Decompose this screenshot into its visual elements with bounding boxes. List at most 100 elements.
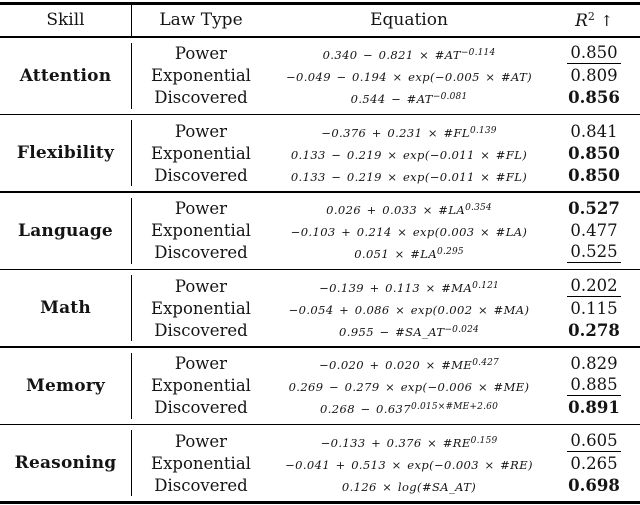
r2-cell: 0.202 (548, 276, 640, 297)
table-row: Exponential 0.133 − 0.219 × exp(−0.011 ×… (132, 142, 640, 164)
r2-cell: 0.527 (548, 199, 640, 218)
r2-value: 0.891 (568, 398, 620, 417)
header-row: Skill Law Type Equation R2 ↑ (0, 4, 640, 36)
table-row: Exponential −0.054 + 0.086 × exp(0.002 ×… (132, 297, 640, 319)
r2-value: 0.202 (567, 276, 621, 297)
equation-cell: 0.340 − 0.821 × #AT−0.114 (322, 48, 496, 62)
equation-cell: 0.133 − 0.219 × exp(−0.011 × #FL) (290, 147, 528, 162)
group-rows: Power −0.020 + 0.020 × #ME0.427 0.829 Ex… (131, 352, 640, 419)
law-type-cell: Exponential (151, 453, 251, 473)
group-flexibility: Flexibility Power −0.376 + 0.231 × #FL0.… (0, 115, 640, 191)
r2-value: 0.841 (570, 121, 618, 141)
table-row: Discovered 0.051 × #LA0.295 0.525 (132, 242, 640, 264)
equation-cell: −0.133 + 0.376 × #RE0.159 (320, 435, 498, 450)
group-rows: Power −0.139 + 0.113 × #MA0.121 0.202 Ex… (131, 275, 640, 341)
law-type-cell: Discovered (154, 165, 248, 185)
equation-cell: 0.268 − 0.6370.015×#ME+2.60 (319, 402, 498, 416)
law-type-cell: Exponential (151, 298, 251, 318)
table-row: Power 0.340 − 0.821 × #AT−0.114 0.850 (132, 43, 640, 65)
r2-value: 0.265 (570, 453, 618, 473)
group-attention: Attention Power 0.340 − 0.821 × #AT−0.11… (0, 38, 640, 114)
equation-cell: −0.376 + 0.231 × #FL0.139 (321, 125, 497, 140)
group-reasoning: Reasoning Power −0.133 + 0.376 × #RE0.15… (0, 425, 640, 501)
r2-cell: 0.605 (548, 431, 640, 452)
r2-cell: 0.856 (548, 88, 640, 107)
table-row: Discovered 0.268 − 0.6370.015×#ME+2.60 0… (132, 397, 640, 419)
r2-value: 0.850 (567, 43, 621, 64)
equation-cell: 0.126 × log(#SA_AT) (341, 479, 477, 494)
law-type-cell: Power (174, 354, 228, 373)
equation-cell: −0.103 + 0.214 × exp(0.003 × #LA) (290, 225, 528, 239)
header-right-section: Law Type Equation R2 ↑ (131, 4, 640, 36)
law-type-cell: Exponential (151, 376, 251, 395)
group-language: Language Power 0.026 + 0.033 × #LA0.354 … (0, 193, 640, 269)
group-rows: Power 0.026 + 0.033 × #LA0.354 0.527 Exp… (131, 197, 640, 264)
col-header-law-type: Law Type (159, 10, 243, 30)
r2-cell: 0.829 (548, 354, 640, 373)
table-row: Discovered 0.955 − #SA_AT−0.024 0.278 (132, 319, 640, 341)
skill-label: Flexibility (16, 143, 115, 163)
r2-cell: 0.525 (548, 242, 640, 263)
law-type-cell: Discovered (154, 475, 248, 495)
group-rule (0, 346, 640, 348)
r2-cell: 0.115 (548, 299, 640, 318)
r2-value: 0.885 (567, 375, 621, 396)
skill-label: Math (40, 298, 91, 318)
equation-cell: 0.955 − #SA_AT−0.024 (339, 324, 479, 339)
r2-cell: 0.265 (548, 454, 640, 473)
table-row: Power −0.376 + 0.231 × #FL0.139 0.841 (132, 120, 640, 142)
table-row: Exponential −0.049 − 0.194 × exp(−0.005 … (132, 65, 640, 87)
law-type-cell: Discovered (154, 243, 248, 262)
table-row: Exponential −0.041 + 0.513 × exp(−0.003 … (132, 452, 640, 474)
equation-cell: 0.544 − #AT−0.081 (350, 92, 468, 106)
group-rows: Power 0.340 − 0.821 × #AT−0.114 0.850 Ex… (131, 42, 640, 109)
header-rule (0, 35, 640, 38)
r2-cell: 0.850 (548, 166, 640, 185)
equation-cell: −0.041 + 0.513 × exp(−0.003 × #RE) (285, 457, 533, 472)
up-arrow-icon: ↑ (600, 11, 613, 30)
r2-cell: 0.891 (548, 398, 640, 417)
r2-cell: 0.850 (548, 43, 640, 64)
group-rows: Power −0.133 + 0.376 × #RE0.159 0.605 Ex… (131, 430, 640, 496)
col-header-equation: Equation (370, 10, 448, 30)
law-type-cell: Discovered (154, 320, 248, 340)
r2-value: 0.115 (570, 298, 618, 318)
r2-cell: 0.885 (548, 375, 640, 396)
law-type-cell: Exponential (151, 66, 251, 85)
r2-cell: 0.809 (548, 66, 640, 85)
r2-value: 0.527 (568, 199, 620, 218)
law-type-cell: Power (174, 431, 228, 451)
group-rule (0, 191, 640, 193)
law-type-cell: Power (174, 276, 228, 296)
group-memory: Memory Power −0.020 + 0.020 × #ME0.427 0… (0, 348, 640, 424)
equation-cell: 0.026 + 0.033 × #LA0.354 (326, 203, 492, 217)
table-row: Power 0.026 + 0.033 × #LA0.354 0.527 (132, 198, 640, 220)
law-type-cell: Power (174, 44, 228, 63)
r2-value: 0.605 (567, 431, 621, 452)
r2-value: 0.850 (568, 165, 620, 185)
law-type-cell: Power (174, 121, 228, 141)
law-type-cell: Discovered (154, 88, 248, 107)
table-row: Discovered 0.133 − 0.219 × exp(−0.011 × … (132, 164, 640, 186)
r2-value: 0.477 (570, 221, 618, 240)
r2-cell: 0.841 (548, 122, 640, 141)
r2-cell: 0.477 (548, 221, 640, 240)
group-rows: Power −0.376 + 0.231 × #FL0.139 0.841 Ex… (131, 120, 640, 186)
r2-value: 0.829 (570, 354, 618, 373)
top-rule (0, 2, 640, 5)
table-row: Exponential −0.103 + 0.214 × exp(0.003 ×… (132, 220, 640, 242)
equation-cell: −0.139 + 0.113 × #MA0.121 (319, 280, 499, 295)
equation-cell: 0.051 × #LA0.295 (354, 247, 464, 261)
r2-value: 0.809 (570, 66, 618, 85)
r2-value: 0.850 (568, 143, 620, 163)
r2-value: 0.698 (568, 475, 620, 495)
table-row: Exponential 0.269 − 0.279 × exp(−0.006 ×… (132, 375, 640, 397)
skill-label: Language (18, 220, 113, 241)
table-row: Discovered 0.126 × log(#SA_AT) 0.698 (132, 474, 640, 496)
equation-cell: 0.133 − 0.219 × exp(−0.011 × #FL) (290, 169, 528, 184)
equation-cell: −0.049 − 0.194 × exp(−0.005 × #AT) (285, 70, 533, 84)
group-rule (0, 423, 640, 425)
table-row: Discovered 0.544 − #AT−0.081 0.856 (132, 87, 640, 109)
r2-cell: 0.850 (548, 144, 640, 163)
r2-value: 0.525 (567, 242, 621, 263)
